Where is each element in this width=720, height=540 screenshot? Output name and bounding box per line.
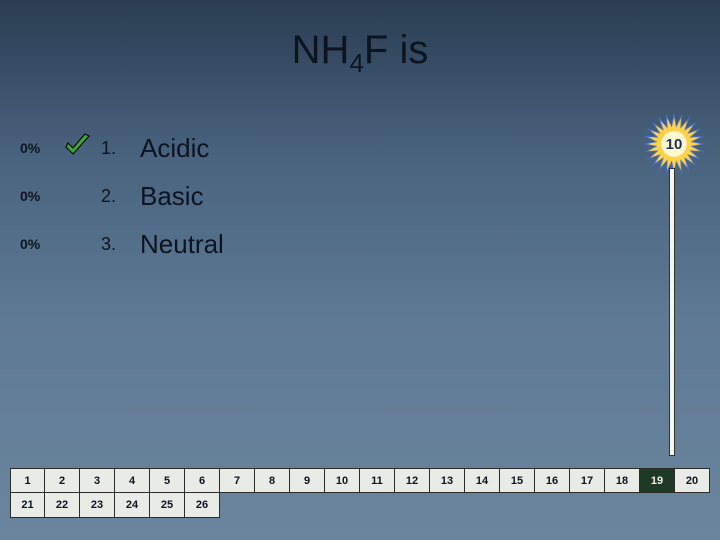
grid-cell[interactable]: 22	[45, 493, 80, 518]
response-grid: 1234567891011121314151617181920 21222324…	[10, 468, 710, 518]
option-row[interactable]: 0% 2. Basic	[20, 176, 224, 216]
grid-cell[interactable]: 20	[675, 468, 710, 493]
grid-cell[interactable]: 6	[185, 468, 220, 493]
checkmark-icon	[60, 132, 94, 165]
grid-cell[interactable]: 14	[465, 468, 500, 493]
countdown-value: 10	[642, 112, 706, 176]
grid-row-1: 1234567891011121314151617181920	[10, 468, 710, 493]
option-number: 1.	[94, 138, 122, 159]
option-row[interactable]: 0% 3. Neutral	[20, 224, 224, 264]
answer-options: 0% 1. Acidic 0% 2. Basic 0% 3. Neutral	[20, 128, 224, 272]
grid-cell[interactable]: 12	[395, 468, 430, 493]
grid-cell[interactable]: 8	[255, 468, 290, 493]
option-label: Acidic	[122, 133, 209, 164]
option-percent: 0%	[20, 236, 60, 252]
option-number: 3.	[94, 234, 122, 255]
option-label: Basic	[122, 181, 204, 212]
grid-cell[interactable]: 25	[150, 493, 185, 518]
option-number: 2.	[94, 186, 122, 207]
title-pre: NH	[292, 28, 350, 72]
option-percent: 0%	[20, 188, 60, 204]
grid-cell[interactable]: 21	[10, 493, 45, 518]
grid-cell[interactable]: 7	[220, 468, 255, 493]
grid-cell[interactable]: 19	[640, 468, 675, 493]
grid-cell[interactable]: 11	[360, 468, 395, 493]
option-row[interactable]: 0% 1. Acidic	[20, 128, 224, 168]
grid-cell[interactable]: 2	[45, 468, 80, 493]
grid-cell[interactable]: 1	[10, 468, 45, 493]
countdown-starburst: 10	[642, 112, 706, 176]
grid-cell[interactable]: 17	[570, 468, 605, 493]
title-sub: 4	[349, 48, 363, 78]
timer-meter	[669, 168, 675, 456]
grid-cell[interactable]: 26	[185, 493, 220, 518]
grid-cell[interactable]: 23	[80, 493, 115, 518]
grid-cell[interactable]: 3	[80, 468, 115, 493]
title-post: F is	[364, 28, 428, 72]
grid-cell[interactable]: 9	[290, 468, 325, 493]
grid-cell[interactable]: 18	[605, 468, 640, 493]
grid-cell[interactable]: 24	[115, 493, 150, 518]
grid-cell[interactable]: 13	[430, 468, 465, 493]
grid-row-2: 212223242526	[10, 493, 710, 518]
grid-cell[interactable]: 10	[325, 468, 360, 493]
option-label: Neutral	[122, 229, 224, 260]
option-percent: 0%	[20, 140, 60, 156]
grid-cell[interactable]: 4	[115, 468, 150, 493]
grid-cell[interactable]: 16	[535, 468, 570, 493]
slide-title: NH4F is	[0, 28, 720, 79]
grid-cell[interactable]: 15	[500, 468, 535, 493]
grid-cell[interactable]: 5	[150, 468, 185, 493]
